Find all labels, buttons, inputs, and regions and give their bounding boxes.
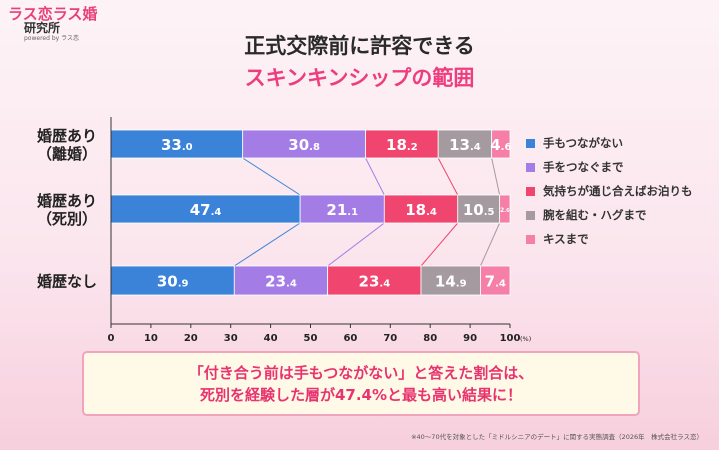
connector-line [327,222,385,267]
connector-line [242,157,301,196]
legend-label: 気持ちが通じ合えばお泊りも [543,184,693,198]
connector-line [234,222,301,267]
data-label: 13.4 [449,136,481,154]
chart-title: 正式交際前に許容できる [244,34,475,58]
data-label: 18.2 [386,136,418,154]
legend-swatch [526,186,535,196]
category-label: （死別） [37,210,97,228]
data-label: 18.4 [405,201,437,219]
data-label: 23.4 [265,273,297,291]
x-tick-label: 90 [463,333,477,344]
legend-item: 腕を組む・ハグまで [526,203,693,227]
legend-label: キスまで [543,232,589,246]
data-label: 30.8 [288,136,320,154]
connector-line [437,157,459,196]
x-tick-label: 60 [343,333,357,344]
legend: 手もつながない 手をつなぐまで気持ちが通じ合えばお泊りも 腕を組む・ハグまで キスまで [526,131,693,251]
bar-segment [233,265,329,296]
connector-line [420,222,459,267]
data-label: 30.9 [157,273,189,291]
data-label: 10.5 [463,201,495,219]
data-label: 33.0 [161,136,193,154]
logo-line1: ラス恋ラス婚 [8,5,98,23]
x-tick-label: 70 [383,333,397,344]
bar-segment [420,265,481,296]
legend-swatch [526,162,535,172]
x-tick-label: 0 [108,333,115,344]
legend-item: 手をつなぐまで [526,155,693,179]
category-label: 婚歴あり [37,192,97,210]
bar-segment [499,194,511,224]
bar-segment [491,129,511,159]
logo-line2: 研究所 [24,21,61,35]
x-tick-label: 80 [423,333,437,344]
legend-label: 腕を組む・ハグまで [543,208,647,222]
x-tick-label: 30 [224,333,238,344]
data-label: 21.1 [326,201,358,219]
legend-swatch [526,138,535,148]
legend-item: 気持ちが通じ合えばお泊りも [526,179,693,203]
x-tick-label: 50 [304,333,318,344]
category-label: 婚歴あり [37,127,97,145]
data-label: 23.4 [359,273,391,291]
bar-segment [383,194,459,224]
x-tick-label: 40 [264,333,278,344]
legend-item: キスまで [526,227,693,251]
legend-label: 手をつなぐまで [543,160,624,174]
category-label: 婚歴なし [37,273,97,291]
x-tick-label: 10 [144,333,158,344]
logo: ラス恋ラス婚 研究所 powered by ラス恋 [8,6,103,43]
bar-segment [480,265,511,296]
bar-segment [437,129,493,159]
bar-segment [299,194,385,224]
connector-line [491,157,501,196]
x-axis-unit: (%) [520,335,531,343]
legend-item: 手もつながない [526,131,693,155]
chart-subtitle: スキンキンシップの範囲 [244,66,475,90]
data-label: 4.6 [490,136,511,154]
callout-line2: 死別を経験した層が47.4%と最も高い結果に！ [199,386,523,404]
category-label: （離婚） [37,145,97,163]
bar-segment [110,129,244,159]
legend-swatch [526,210,535,220]
callout-line1: 「付き合う前は手もつながない」と答えた割合は、 [188,364,534,382]
connector-line [480,222,501,267]
logo-line3: powered by ラス恋 [24,35,79,42]
data-label: 2.6 [500,207,510,214]
bar-segment [365,129,439,159]
legend-label: 手もつながない [543,136,624,150]
x-tick-label: 20 [184,333,198,344]
legend-swatch [526,234,535,244]
data-label: 7.4 [485,273,506,291]
callout-box: 「付き合う前は手もつながない」と答えた割合は、 死別を経験した層が47.4%と最… [82,351,640,416]
connector-line [365,157,385,196]
x-tick-label: 100 [500,333,521,344]
bar-segment [327,265,422,296]
footnote: ※40〜70代を対象とした「ミドルシニアのデート」に関する実態調査（2026年 … [411,433,703,441]
data-label: 14.9 [435,273,467,291]
bar-segment [242,129,366,159]
data-label: 47.4 [190,201,222,219]
bar-segment [110,194,301,224]
